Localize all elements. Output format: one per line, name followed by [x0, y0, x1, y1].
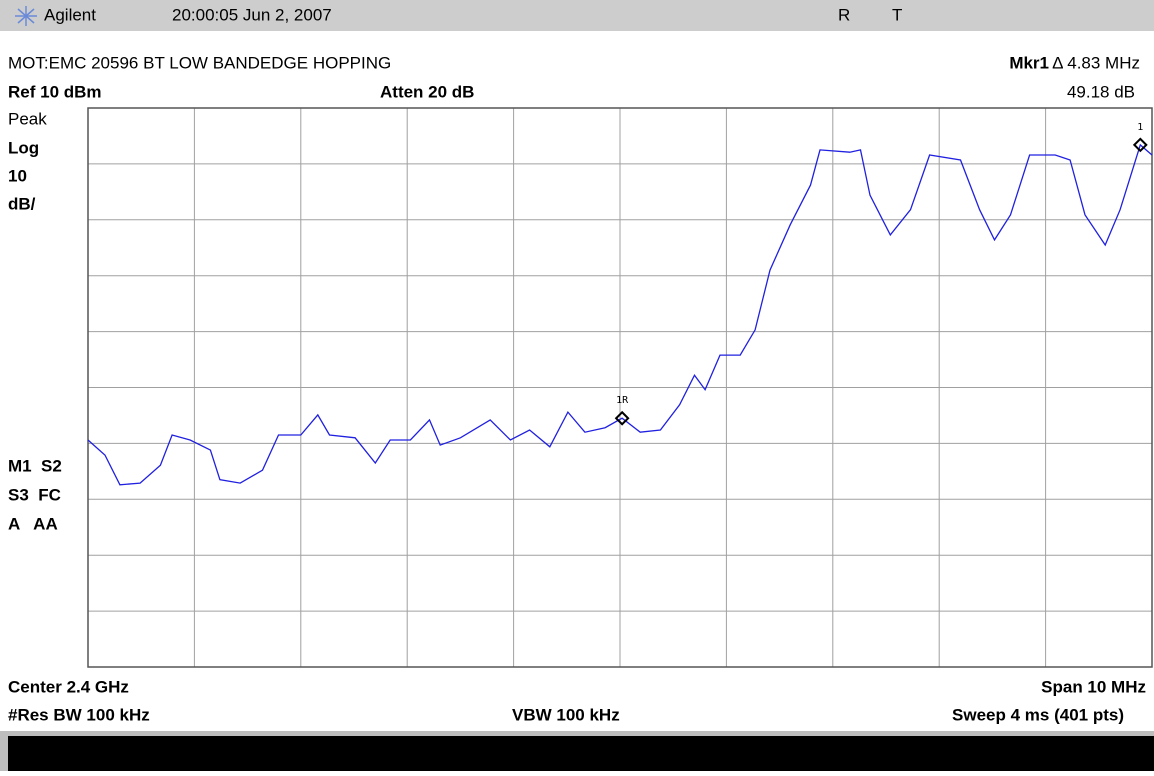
marker-delta-amp: 49.18 dB	[1067, 82, 1135, 101]
detector: Peak	[8, 109, 47, 128]
status-flag: R	[838, 5, 850, 24]
graticule	[87, 107, 1153, 668]
plot-frame	[87, 107, 1153, 668]
trace	[87, 143, 1153, 486]
status-line: S3 FC	[8, 485, 61, 504]
marker	[614, 410, 630, 426]
message-bar	[8, 736, 1154, 771]
marker	[1132, 137, 1148, 153]
status-line: M1 S2	[8, 456, 62, 475]
status-line: A AA	[8, 514, 58, 533]
vbw: VBW 100 kHz	[512, 705, 620, 724]
logo	[15, 6, 37, 26]
scale-unit: dB/	[8, 194, 36, 213]
sweep: Sweep 4 ms (401 pts)	[952, 705, 1124, 724]
scale-value: 10	[8, 166, 27, 185]
screen-title: MOT:EMC 20596 BT LOW BANDEDGE HOPPING	[8, 53, 391, 72]
top-bar	[0, 0, 1154, 31]
scale-type: Log	[8, 138, 39, 157]
status-flag: T	[892, 5, 902, 24]
rbw: #Res BW 100 kHz	[8, 705, 150, 724]
marker-name: Mkr1	[1009, 53, 1049, 72]
marker-label: 1R	[616, 395, 629, 406]
attenuation: Atten 20 dB	[380, 82, 474, 101]
span: Span 10 MHz	[1041, 677, 1146, 696]
datetime: 20:00:05 Jun 2, 2007	[172, 5, 332, 24]
center-freq: Center 2.4 GHz	[8, 677, 129, 696]
marker-label: 1	[1137, 122, 1143, 133]
marker-delta-freq: Δ 4.83 MHz	[1052, 53, 1140, 72]
ref-level: Ref 10 dBm	[8, 82, 102, 101]
brand: Agilent	[44, 5, 96, 24]
